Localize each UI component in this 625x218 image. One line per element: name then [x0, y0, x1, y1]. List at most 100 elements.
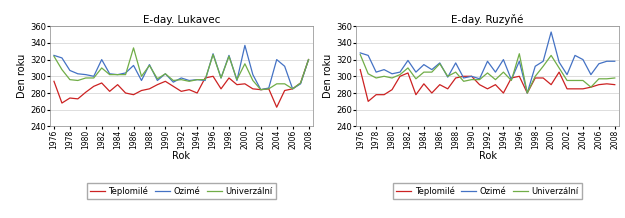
Teplomilé — [297, 82, 304, 84]
Ozimé — [436, 62, 444, 64]
Ozimé — [257, 88, 264, 91]
Teplomilé — [265, 87, 272, 90]
Ozimé — [114, 73, 121, 76]
Univerzální — [74, 79, 82, 82]
Univerzální — [90, 77, 98, 79]
Univerzální — [162, 72, 169, 75]
Univerzální — [476, 78, 483, 81]
Ozimé — [241, 44, 249, 47]
Univerzální — [177, 78, 185, 81]
Legend: Teplomilé, Ozimé, Univerzální: Teplomilé, Ozimé, Univerzální — [393, 183, 582, 199]
Teplomilé — [611, 83, 619, 86]
Ozimé — [177, 77, 185, 79]
Ozimé — [289, 87, 296, 90]
Univerzální — [50, 55, 58, 58]
Ozimé — [297, 83, 304, 85]
Ozimé — [381, 68, 388, 71]
Line: Teplomilé: Teplomilé — [360, 70, 615, 101]
Teplomilé — [162, 80, 169, 83]
Univerzální — [98, 67, 106, 69]
Ozimé — [122, 72, 129, 74]
Univerzální — [531, 75, 539, 78]
Univerzální — [257, 88, 264, 91]
Teplomilé — [548, 83, 555, 86]
Teplomilé — [476, 83, 483, 86]
Univerzální — [404, 67, 412, 69]
Univerzální — [193, 78, 201, 81]
Teplomilé — [595, 83, 602, 86]
Ozimé — [225, 54, 232, 57]
Ozimé — [106, 72, 113, 75]
Univerzální — [524, 92, 531, 94]
Ozimé — [146, 63, 153, 66]
Teplomilé — [524, 92, 531, 94]
Teplomilé — [233, 83, 241, 86]
Teplomilé — [146, 87, 153, 90]
Teplomilé — [603, 83, 611, 85]
Ozimé — [539, 60, 547, 63]
Teplomilé — [289, 87, 296, 90]
Univerzální — [209, 53, 217, 56]
Univerzální — [138, 75, 145, 78]
Univerzální — [58, 68, 66, 71]
Teplomilé — [444, 87, 451, 90]
Ozimé — [484, 60, 491, 63]
Line: Univerzální: Univerzální — [54, 48, 309, 90]
Ozimé — [82, 73, 89, 76]
Univerzální — [372, 77, 380, 79]
Ozimé — [428, 68, 436, 71]
Ozimé — [563, 73, 571, 76]
Ozimé — [364, 54, 372, 57]
Univerzální — [436, 62, 444, 65]
Ozimé — [130, 64, 138, 67]
Teplomilé — [484, 87, 491, 90]
Ozimé — [579, 58, 587, 61]
Ozimé — [249, 73, 257, 76]
Ozimé — [233, 79, 241, 82]
Ozimé — [217, 77, 225, 79]
Univerzální — [556, 67, 563, 69]
Univerzální — [106, 73, 113, 76]
Teplomilé — [169, 85, 177, 88]
Ozimé — [58, 57, 66, 59]
Teplomilé — [201, 77, 209, 79]
Teplomilé — [531, 77, 539, 79]
Univerzální — [289, 87, 296, 90]
Ozimé — [372, 71, 380, 73]
Ozimé — [412, 71, 419, 73]
Teplomilé — [539, 77, 547, 79]
Ozimé — [508, 78, 515, 81]
Univerzální — [122, 73, 129, 76]
Univerzální — [508, 79, 515, 82]
Ozimé — [420, 63, 428, 66]
Univerzální — [548, 54, 555, 57]
Teplomilé — [563, 87, 571, 90]
Ozimé — [162, 72, 169, 75]
Teplomilé — [114, 83, 121, 86]
Teplomilé — [305, 58, 312, 61]
Line: Ozimé: Ozimé — [360, 32, 615, 93]
Ozimé — [273, 58, 281, 61]
Univerzální — [217, 77, 225, 79]
Ozimé — [396, 71, 404, 73]
Ozimé — [169, 81, 177, 83]
Teplomilé — [273, 106, 281, 109]
Univerzální — [587, 86, 594, 89]
Ozimé — [98, 58, 106, 61]
Teplomilé — [404, 72, 412, 74]
Univerzální — [356, 53, 364, 56]
Univerzální — [281, 83, 288, 85]
Univerzální — [297, 82, 304, 84]
Univerzální — [130, 47, 138, 49]
Univerzální — [484, 72, 491, 74]
Ozimé — [516, 60, 523, 63]
Teplomilé — [468, 75, 476, 78]
Ozimé — [138, 79, 145, 82]
Teplomilé — [74, 98, 82, 100]
Teplomilé — [388, 88, 396, 91]
Ozimé — [66, 69, 74, 72]
Univerzální — [579, 79, 587, 82]
Ozimé — [186, 79, 193, 82]
Ozimé — [444, 76, 451, 78]
Univerzální — [396, 73, 404, 76]
